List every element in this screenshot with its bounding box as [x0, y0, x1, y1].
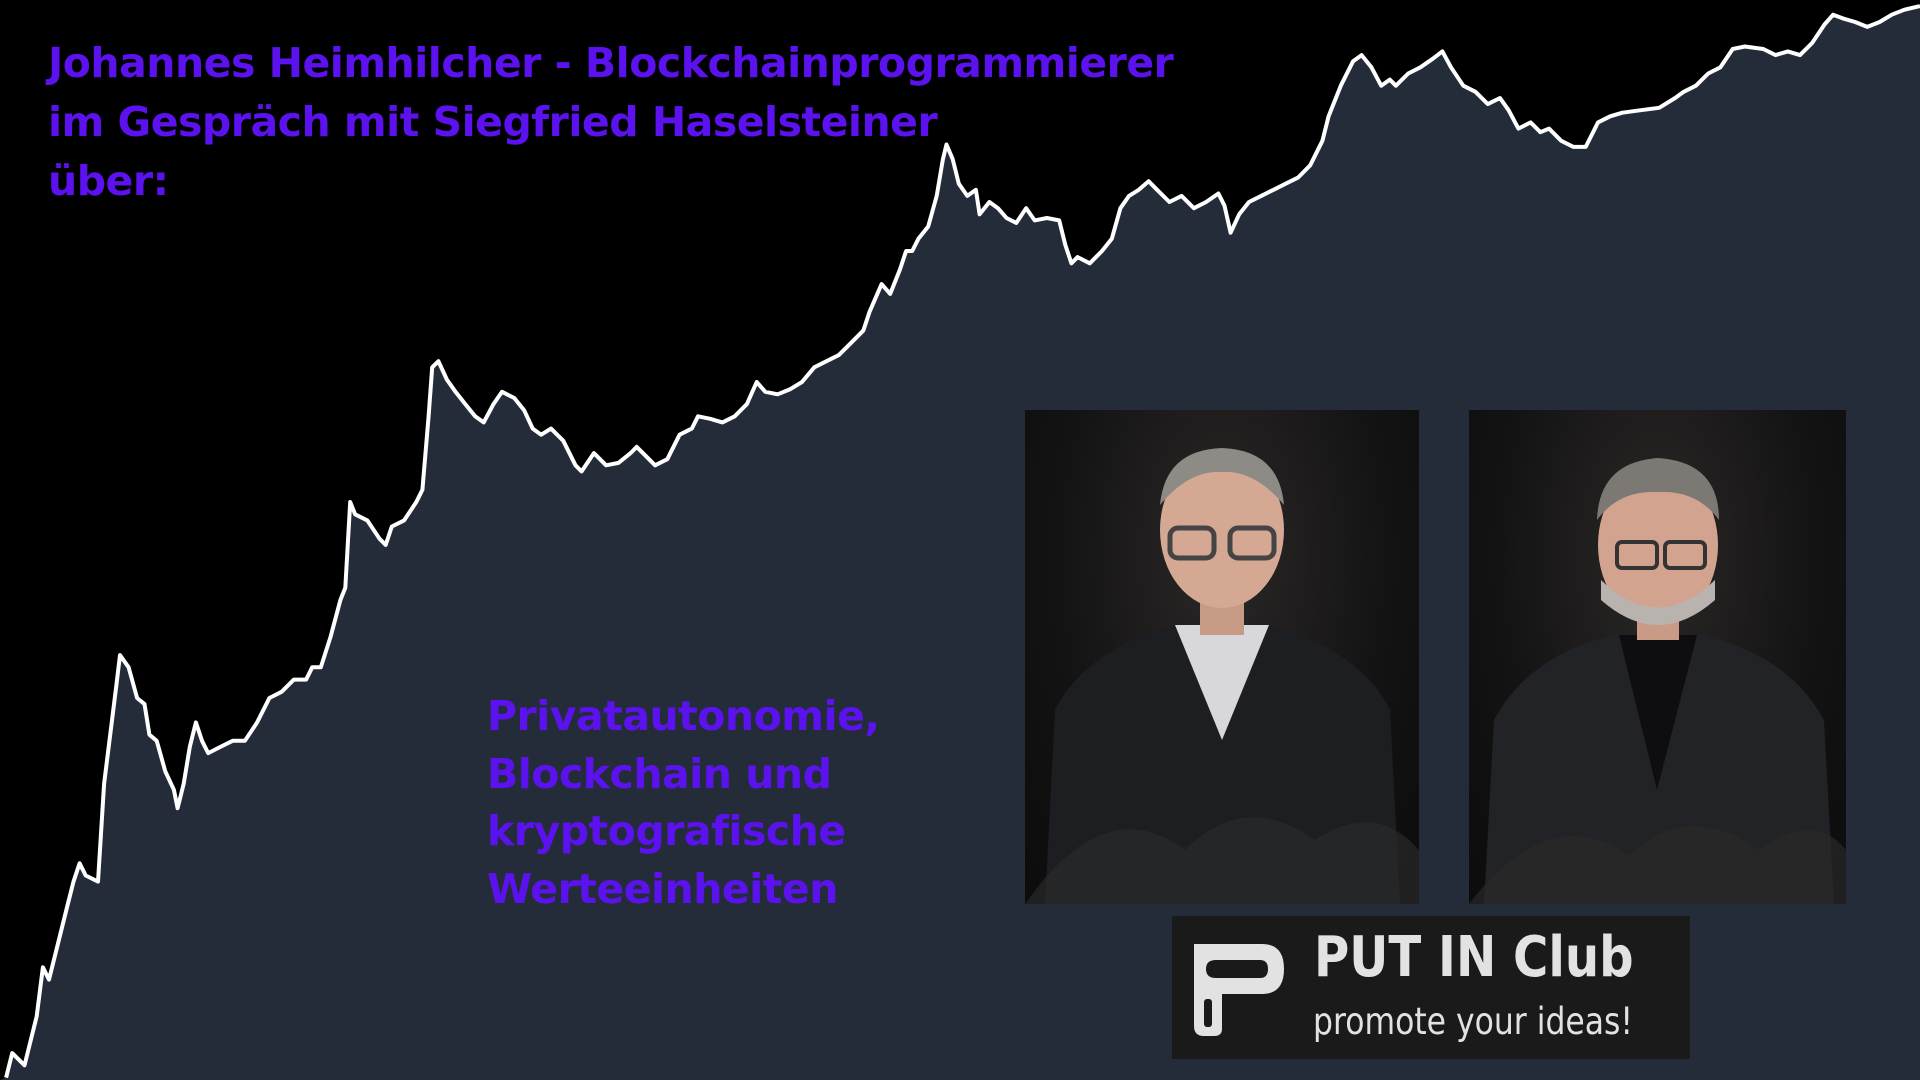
topic-line: Blockchain und	[487, 749, 832, 798]
chart-area-fill	[0, 6, 1920, 1080]
logo-name: PUT IN Club	[1314, 925, 1634, 990]
heading-line: im Gespräch mit Siegfried Haselsteiner	[48, 98, 938, 146]
topic-text: Privatautonomie, Blockchain und kryptogr…	[487, 688, 880, 918]
heading-line: Johannes Heimhilcher - Blockchainprogram…	[48, 39, 1174, 87]
topic-line: Werteeinheiten	[487, 864, 838, 913]
topic-line: Privatautonomie,	[487, 692, 880, 740]
p-logo-icon	[1194, 944, 1284, 1036]
topic-line: kryptografische	[487, 807, 846, 855]
heading-line: über:	[48, 157, 169, 205]
logo-slogan: promote your ideas!	[1313, 1000, 1634, 1043]
page-heading: Johannes Heimhilcher - Blockchainprogram…	[48, 34, 1174, 211]
portrait-photo-left	[1025, 410, 1419, 904]
portrait-photo-right	[1469, 410, 1846, 904]
put-in-club-logo: PUT IN Club promote your ideas!	[1172, 916, 1690, 1059]
chart-series-line	[4, 4, 1920, 1079]
